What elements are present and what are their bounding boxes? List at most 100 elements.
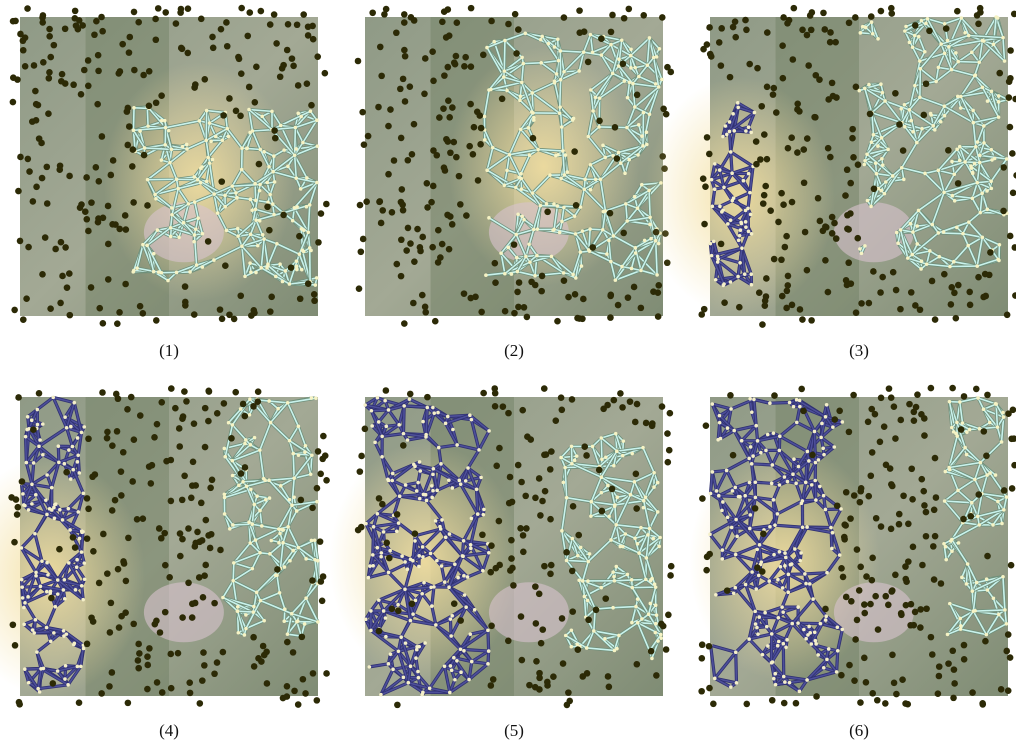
graph-node [611,234,616,238]
graph-node [989,89,994,94]
graph-node [936,168,941,173]
graph-node [752,110,757,115]
graph-node [966,33,971,38]
graph-node [874,171,879,176]
dark-dot [284,20,292,28]
graph-node [503,38,507,43]
graph-node [166,128,171,133]
graph-node [521,61,526,66]
graph-edge [541,35,560,62]
graph-edge [263,238,278,245]
graph-node [942,113,947,118]
dark-dot [369,9,376,17]
dark-dot [359,108,366,116]
graph-node [37,690,42,694]
dark-dot [39,271,46,278]
dark-dot [39,14,46,21]
dark-dot [304,23,312,31]
dark-dot [854,161,862,169]
graph-node [23,601,27,605]
dark-dot [209,44,217,52]
graph-node [192,175,197,179]
dark-dot [492,279,499,286]
graph-node [858,31,863,35]
dark-dot [828,213,836,221]
dark-dot [966,288,974,296]
graph-edge [583,188,606,212]
graph-edge [553,228,576,235]
graph-node [597,96,602,100]
graph-edge [293,155,298,179]
graph-node [75,664,80,669]
graph-node [601,143,605,148]
dark-dot [248,312,255,319]
graph-node [950,159,954,164]
dark-dot [235,55,243,63]
graph-edge [213,185,233,195]
dark-dot [152,99,160,107]
dark-dot [803,135,811,142]
dark-dot [824,144,832,152]
dark-dot [800,179,808,187]
dark-dot [273,40,280,47]
graph-node [560,219,564,224]
graph-edge [503,40,506,72]
dark-dot [398,236,405,244]
dark-dot [359,235,367,243]
dark-dot [867,13,875,20]
dark-dot [827,29,834,36]
graph-node [509,272,514,276]
graph-node [572,214,577,218]
graph-node [502,69,507,73]
graph-node [48,589,53,594]
dark-dot [87,284,95,291]
dark-dot [266,226,273,234]
dark-dot [808,317,815,324]
dark-dot [467,4,475,12]
dark-dot [323,200,330,208]
graph-node [226,134,231,139]
graph-node [33,618,38,622]
graph-node [71,467,76,472]
graph-node [282,148,286,152]
graph-node [607,238,611,243]
graph-node [44,589,49,594]
graph-node [294,264,299,269]
dark-dot [515,303,522,311]
image-petal [143,582,224,643]
graph-node [34,573,38,578]
graph-node [505,168,509,173]
graph-node [710,204,715,209]
dark-dot [116,225,123,233]
dark-dot [84,82,92,90]
graph-node [271,169,275,174]
graph-node [262,237,266,241]
graph-edge [293,154,308,179]
dark-dot [428,198,435,206]
dark-dot [408,150,416,158]
dark-dot [463,212,470,219]
dark-dot [85,227,92,235]
graph-node [275,241,279,246]
dark-dot [911,22,919,29]
graph-node [292,153,297,158]
dark-dot [88,199,95,206]
dark-dot [544,208,551,216]
graph-node [972,161,977,166]
dark-dot [477,141,484,148]
graph-node [726,222,730,226]
dark-dot [45,74,53,82]
dark-dot [287,264,295,271]
graph-node [518,98,522,103]
graph-edge [531,174,551,194]
graph-node [625,219,629,223]
graph-edge [553,205,559,230]
dark-dot [135,18,142,26]
dark-dot [364,132,372,140]
graph-edge [531,92,561,114]
graph-node [518,94,523,99]
dark-dot [377,219,385,227]
graph-node [591,109,595,113]
graph-node [552,45,557,49]
dark-dot [453,153,460,161]
